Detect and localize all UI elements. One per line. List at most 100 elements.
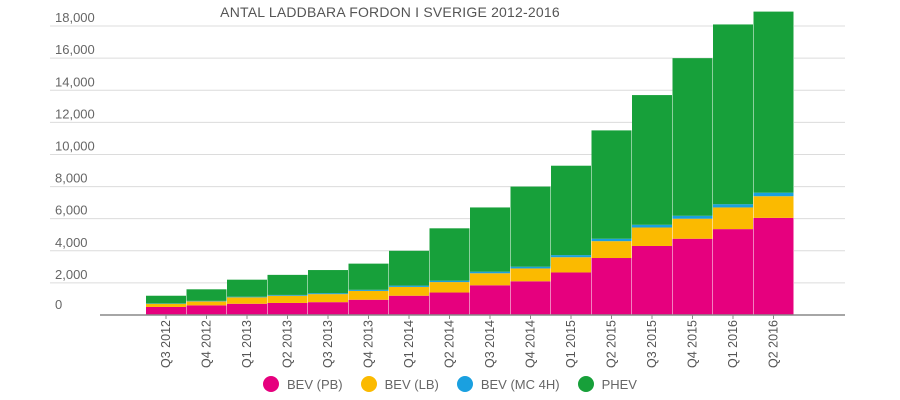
bar-segment (632, 224, 672, 228)
legend-item: BEV (LB) (360, 376, 439, 392)
bar-segment (551, 257, 591, 273)
bar-segment (632, 95, 672, 225)
legend-swatch (456, 376, 473, 392)
bar-segment (672, 238, 713, 315)
bar-segment (510, 266, 551, 269)
x-tick-label: Q1 2014 (402, 320, 416, 368)
bar-segment (753, 11, 794, 193)
bar-segment (470, 207, 510, 272)
bar-segment (146, 306, 186, 315)
bar-segment (267, 295, 308, 303)
y-tick-label: 18,000 (55, 10, 95, 25)
bar-segment (713, 229, 753, 315)
bar-segment (713, 204, 753, 208)
x-tick-label: Q3 2012 (159, 320, 173, 368)
legend-label: PHEV (601, 376, 637, 392)
x-tick-label: Q4 2013 (362, 320, 376, 368)
bar-segment (470, 271, 510, 274)
bar-segment (267, 294, 308, 296)
bar-segment (510, 281, 551, 315)
bar-segment (753, 217, 794, 315)
bar-segment (227, 296, 267, 298)
bar-segment (227, 279, 267, 297)
bar-segment (186, 305, 227, 315)
y-tick-label: 6,000 (55, 203, 88, 218)
x-tick-label: Q2 2014 (443, 320, 457, 368)
bar-segment (672, 215, 713, 219)
legend-label: BEV (PB) (287, 376, 343, 392)
x-tick-label: Q3 2013 (321, 320, 335, 368)
bar-segment (591, 238, 632, 242)
bar-segment (429, 282, 470, 293)
bar-segment (632, 245, 672, 315)
bar-segment (186, 301, 227, 306)
bar-segment (429, 280, 470, 283)
bar-segment (308, 302, 348, 315)
x-tick-label: Q4 2014 (524, 320, 538, 368)
bar-segment (632, 227, 672, 246)
bar-segment (146, 303, 186, 307)
x-tick-label: Q1 2016 (726, 320, 740, 368)
legend-item: BEV (MC 4H) (456, 376, 560, 392)
bar-segment (308, 294, 348, 303)
bar-segment (753, 192, 794, 197)
bar-segment (348, 290, 389, 300)
bar-segment (308, 270, 348, 294)
x-tick-label: Q1 2015 (564, 320, 578, 368)
bar-segment (348, 299, 389, 315)
y-tick-label: 14,000 (55, 74, 95, 89)
bar-segment (713, 24, 753, 205)
bar-segment (672, 58, 713, 216)
bar-segment (146, 295, 186, 304)
bar-segment (308, 293, 348, 295)
legend-label: BEV (LB) (384, 376, 439, 392)
legend: BEV (PB) BEV (LB) BEV (MC 4H) PHEV (0, 376, 900, 392)
y-tick-label: 8,000 (55, 171, 88, 186)
legend-item: BEV (PB) (263, 376, 343, 392)
legend-label: BEV (MC 4H) (480, 376, 560, 392)
x-tick-label: Q2 2013 (281, 320, 295, 368)
y-tick-label: 12,000 (55, 106, 95, 121)
bar-segment (389, 250, 429, 286)
bar-segment (713, 207, 753, 230)
bar-segment (227, 297, 267, 304)
bar-segment (672, 218, 713, 239)
bar-segment (389, 286, 429, 296)
y-tick-label: 10,000 (55, 138, 95, 153)
bar-segment (591, 130, 632, 239)
x-tick-label: Q2 2016 (767, 320, 781, 368)
x-tick-label: Q2 2015 (605, 320, 619, 368)
x-tick-label: Q3 2015 (645, 320, 659, 368)
bar-segment (510, 268, 551, 282)
bar-segment (267, 274, 308, 295)
bar-segment (470, 273, 510, 286)
y-tick-label: 4,000 (55, 235, 88, 250)
bar-segment (389, 295, 429, 315)
y-tick-label: 2,000 (55, 267, 88, 282)
bar-segment (510, 186, 551, 267)
legend-item: PHEV (577, 376, 637, 392)
bar-segment (348, 263, 389, 290)
bar-segment (551, 272, 591, 315)
y-axis-labels: 0 2,000 4,000 6,000 8,000 10,000 12,000 14,000 1… (55, 10, 95, 312)
legend-swatch (360, 376, 377, 392)
x-tick-label: Q3 2014 (483, 320, 497, 368)
legend-swatch (263, 376, 280, 392)
bar-segment (429, 292, 470, 315)
bar-segment (227, 303, 267, 315)
y-tick-label: 0 (55, 297, 62, 312)
bar-segment (470, 285, 510, 315)
bar-segment (591, 258, 632, 315)
bar-segment (591, 241, 632, 259)
bars (146, 11, 794, 315)
legend-swatch (577, 376, 594, 392)
bar-segment (186, 289, 227, 301)
bar-segment (551, 165, 591, 256)
chart-title: ANTAL LADDBARA FORDON I SVERIGE 2012-201… (220, 4, 560, 20)
bar-segment (267, 302, 308, 315)
bar-segment (429, 228, 470, 281)
bar-segment (389, 285, 429, 287)
x-tick-label: Q1 2013 (240, 320, 254, 368)
bar-segment (551, 255, 591, 258)
